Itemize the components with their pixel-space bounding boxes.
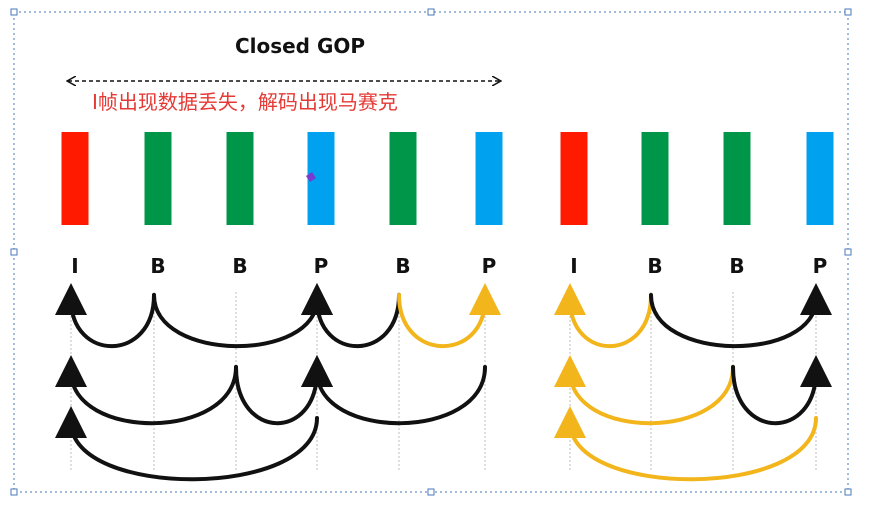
frame-label-b: B bbox=[232, 254, 248, 278]
reference-arrow bbox=[234, 355, 333, 426]
frame-bar-p bbox=[475, 132, 503, 225]
frame-bar-i bbox=[61, 132, 89, 225]
cursor-icon bbox=[306, 172, 316, 182]
reference-arrow-broken bbox=[554, 355, 735, 426]
frame-label-b: B bbox=[647, 254, 663, 278]
reference-arrow bbox=[301, 355, 487, 426]
reference-arrow-broken bbox=[397, 283, 501, 349]
reference-arrow bbox=[731, 355, 832, 426]
frame-bar-b bbox=[144, 132, 172, 225]
reference-arrow bbox=[301, 283, 401, 349]
frame-bar-b bbox=[641, 132, 669, 225]
frame-bar-b bbox=[389, 132, 417, 225]
frame-label-i: I bbox=[71, 254, 79, 278]
reference-arrow bbox=[649, 283, 832, 349]
selection-handles bbox=[10, 8, 852, 496]
reference-arrow bbox=[55, 406, 319, 482]
selection-handle bbox=[10, 488, 18, 496]
reference-arrow-broken bbox=[554, 283, 653, 349]
selection-handle bbox=[844, 8, 852, 16]
selection-handle bbox=[427, 8, 435, 16]
frame-bar-b bbox=[723, 132, 751, 225]
frame-bar-p bbox=[806, 132, 834, 225]
selection-handle bbox=[844, 248, 852, 256]
frame-label-p: P bbox=[812, 254, 828, 278]
selection-handle bbox=[844, 488, 852, 496]
frame-label-b: B bbox=[729, 254, 745, 278]
frame-bar-i bbox=[560, 132, 588, 225]
selection-handle bbox=[10, 8, 18, 16]
reference-arrow bbox=[152, 283, 333, 349]
error-note: I帧出现数据丢失，解码出现马赛克 bbox=[92, 90, 398, 114]
reference-arrow-broken bbox=[554, 406, 818, 482]
frame-bar-b bbox=[226, 132, 254, 225]
frame-label-b: B bbox=[150, 254, 166, 278]
reference-arrow bbox=[55, 283, 156, 349]
selection-handle bbox=[427, 488, 435, 496]
selection-handle bbox=[10, 248, 18, 256]
frame-label-p: P bbox=[481, 254, 497, 278]
frame-label-i: I bbox=[570, 254, 578, 278]
reference-arrow bbox=[55, 355, 238, 426]
diagram-title: Closed GOP bbox=[234, 34, 366, 58]
frame-label-p: P bbox=[313, 254, 329, 278]
frame-label-b: B bbox=[395, 254, 411, 278]
